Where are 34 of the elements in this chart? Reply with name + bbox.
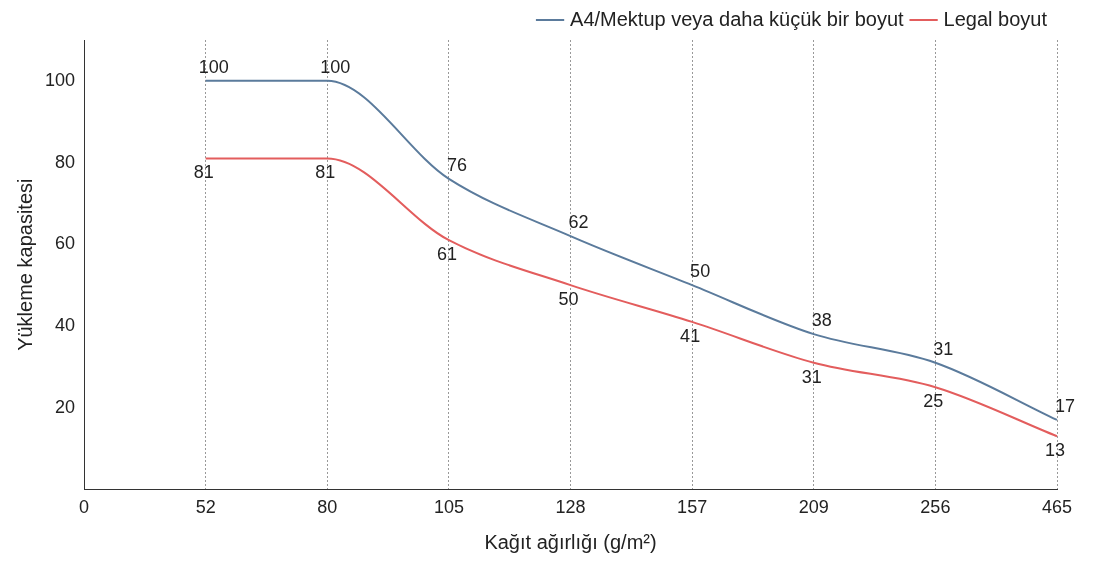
y-tick-label: 60 — [55, 233, 76, 254]
x-tick-label: 157 — [677, 497, 708, 518]
data-label: 13 — [1044, 440, 1066, 461]
x-tick-label: 105 — [433, 497, 464, 518]
y-tick-label: 40 — [55, 314, 76, 335]
x-tick-label: 80 — [317, 497, 338, 518]
y-tick-label: 100 — [44, 69, 76, 90]
data-label: 76 — [446, 154, 467, 175]
x-axis-title: Kağıt ağırlığı (g/m²) — [484, 530, 657, 553]
y-tick-label: 80 — [55, 151, 76, 172]
x-tick-label: 52 — [195, 497, 216, 518]
data-label: 62 — [568, 212, 589, 233]
data-label: 50 — [690, 261, 711, 282]
data-label: 31 — [801, 366, 822, 387]
data-label: 31 — [933, 338, 954, 359]
data-label: 81 — [315, 162, 336, 183]
x-tick-label: 0 — [79, 497, 90, 518]
data-label: 38 — [811, 310, 832, 331]
x-tick-label: 128 — [555, 497, 586, 518]
data-label: 61 — [436, 244, 457, 265]
x-tick-label: 256 — [920, 497, 951, 518]
legend-label: A4/Mektup veya daha küçük bir boyut — [570, 7, 905, 30]
data-label: 81 — [193, 162, 214, 183]
data-label: 25 — [923, 391, 944, 412]
data-label: 100 — [320, 56, 351, 77]
data-label: 17 — [1054, 395, 1076, 416]
data-label: 41 — [680, 325, 701, 346]
y-axis-title: Yükleme kapasitesi — [13, 178, 36, 351]
y-tick-label: 20 — [55, 396, 76, 417]
x-tick-label: 465 — [1041, 497, 1073, 518]
data-label: 50 — [558, 289, 579, 310]
x-tick-label: 209 — [798, 497, 829, 518]
data-label: 100 — [198, 56, 229, 77]
legend-label: Legal boyut — [943, 7, 1048, 30]
